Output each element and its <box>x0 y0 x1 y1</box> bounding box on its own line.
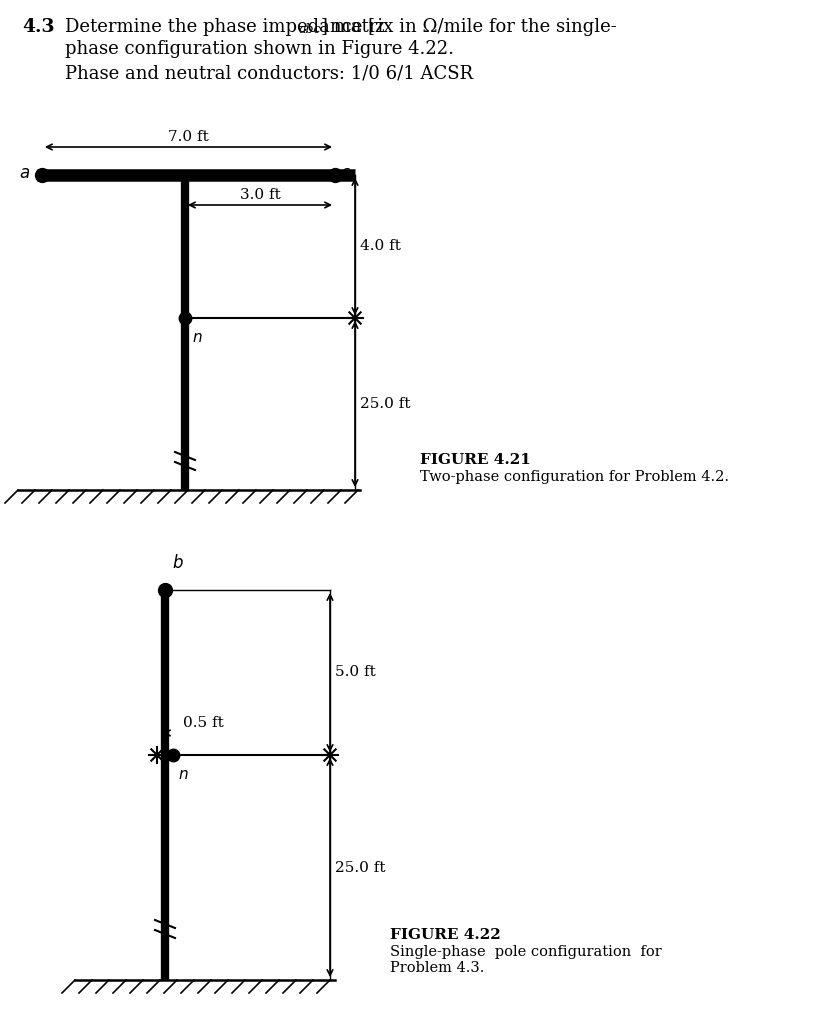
Text: 25.0 ft: 25.0 ft <box>335 860 386 874</box>
Text: Determine the phase impedance [z: Determine the phase impedance [z <box>65 18 385 36</box>
Text: ] matrix in Ω/mile for the single-: ] matrix in Ω/mile for the single- <box>321 18 617 36</box>
Text: 4.3: 4.3 <box>22 18 55 36</box>
Text: phase configuration shown in Figure 4.22.: phase configuration shown in Figure 4.22… <box>65 40 454 58</box>
Text: abc: abc <box>298 23 321 36</box>
Text: 3.0 ft: 3.0 ft <box>239 188 280 202</box>
Text: 0.5 ft: 0.5 ft <box>183 716 224 730</box>
Text: Two-phase configuration for Problem 4.2.: Two-phase configuration for Problem 4.2. <box>420 470 729 484</box>
Text: $n$: $n$ <box>192 331 203 345</box>
Text: $a$: $a$ <box>19 166 30 182</box>
Text: $c$: $c$ <box>340 166 351 182</box>
Text: Phase and neutral conductors: 1/0 6/1 ACSR: Phase and neutral conductors: 1/0 6/1 AC… <box>65 65 473 83</box>
Text: FIGURE 4.21: FIGURE 4.21 <box>420 453 531 467</box>
Text: FIGURE 4.22: FIGURE 4.22 <box>390 928 501 942</box>
Text: 4.0 ft: 4.0 ft <box>360 240 401 254</box>
Text: 25.0 ft: 25.0 ft <box>360 397 411 411</box>
Text: $n$: $n$ <box>178 768 189 782</box>
Text: Problem 4.3.: Problem 4.3. <box>390 961 484 975</box>
Text: Single-phase  pole configuration  for: Single-phase pole configuration for <box>390 945 661 959</box>
Text: $b$: $b$ <box>172 554 184 572</box>
Text: 5.0 ft: 5.0 ft <box>335 666 376 680</box>
Text: 7.0 ft: 7.0 ft <box>168 130 209 144</box>
